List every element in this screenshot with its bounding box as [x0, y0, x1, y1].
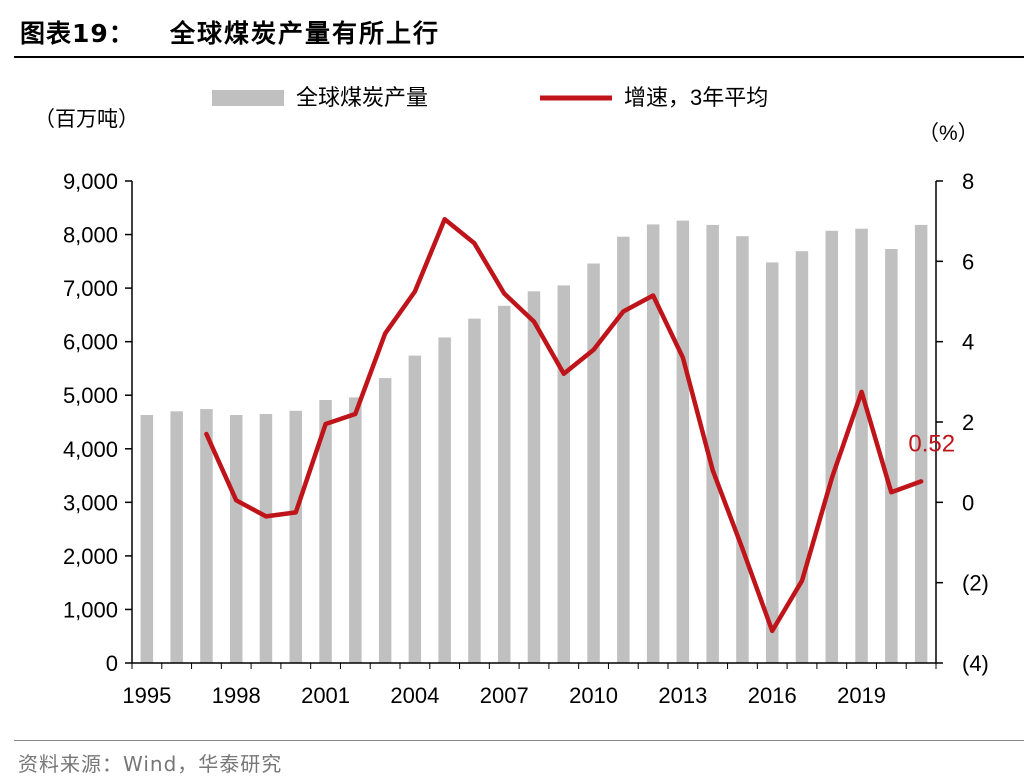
annotations: 0.52 [908, 430, 955, 457]
x-tick-label: 2019 [837, 683, 886, 708]
line-point-2014 [711, 468, 715, 472]
bar-2006 [468, 318, 481, 663]
line-point-2007 [502, 292, 506, 295]
left-tick-label: 9,000 [63, 169, 118, 194]
line-point-1997 [204, 432, 208, 436]
line-point-2019 [860, 390, 864, 394]
left-tick-label: 6,000 [63, 330, 118, 355]
bar-2002 [349, 397, 362, 663]
line-point-2017 [800, 579, 804, 583]
line-series [204, 216, 924, 634]
x-tick-label: 2001 [301, 683, 350, 708]
title-divider [14, 56, 1024, 58]
bar-2003 [378, 378, 392, 663]
x-tick-label: 2016 [748, 683, 797, 708]
line-point-2006 [472, 241, 476, 245]
left-tick-label: 0 [106, 651, 118, 676]
line-point-2009 [562, 372, 566, 376]
legend-bar-label: 全球煤炭产量 [296, 85, 428, 110]
line-point-2021 [919, 479, 923, 483]
line-point-2016 [770, 629, 774, 633]
x-tick-label: 2007 [480, 683, 529, 708]
left-tick-label: 7,000 [63, 276, 118, 301]
bar-1998 [230, 415, 243, 663]
right-tick-label: 2 [962, 410, 974, 435]
line-point-2010 [592, 348, 596, 352]
bar-2016 [766, 262, 779, 663]
left-tick-label: 1,000 [63, 597, 118, 622]
bar-2010 [587, 263, 600, 663]
line-point-2020 [889, 490, 893, 494]
line-point-2015 [740, 547, 744, 550]
left-tick-label: 4,000 [63, 437, 118, 462]
line-point-2018 [830, 476, 834, 480]
right-tick-label: (2) [962, 571, 989, 596]
x-tick-label: 2010 [569, 683, 618, 708]
bar-2021 [914, 224, 928, 663]
legend-line-label: 增速，3年平均 [624, 85, 768, 110]
footer: 资料来源：Wind，华泰研究 [14, 740, 1024, 776]
left-tick-label: 2,000 [63, 544, 118, 569]
right-axis-unit: （%） [918, 122, 979, 145]
bar-1999 [259, 414, 273, 663]
source-note: 资料来源：Wind，华泰研究 [18, 752, 283, 776]
x-tick-label: 1995 [122, 683, 171, 708]
value-annotation: 0.52 [908, 430, 955, 457]
right-tick-label: 8 [962, 169, 974, 194]
bar-2011 [617, 236, 630, 663]
bar-2000 [289, 410, 302, 663]
bar-2005 [438, 337, 451, 663]
chart-legend: 全球煤炭产量 增速，3年平均 [212, 85, 768, 110]
bar-series [140, 220, 928, 664]
left-tick-label: 8,000 [63, 223, 118, 248]
bar-2012 [646, 224, 660, 663]
line-point-2002 [353, 412, 357, 416]
right-tick-label: 6 [962, 249, 974, 274]
line-point-2012 [651, 294, 655, 297]
line-point-2004 [413, 290, 417, 293]
bar-1995 [140, 415, 154, 663]
line-point-2011 [621, 310, 625, 313]
legend-bar-swatch [212, 90, 284, 106]
bar-2001 [319, 400, 332, 663]
x-tick-label: 2004 [390, 683, 439, 708]
left-axis-unit: （百万吨） [34, 108, 139, 131]
line-point-1998 [234, 498, 238, 502]
x-tick-label: 2013 [658, 683, 707, 708]
line-point-2001 [324, 422, 328, 426]
bar-2020 [885, 249, 898, 663]
bar-2018 [825, 230, 838, 664]
bar-2017 [795, 251, 809, 663]
right-tick-label: 4 [962, 330, 974, 355]
axes: 0 1,000 2,000 3,000 4,000 5,000 6,000 7,000 8,00… [63, 169, 989, 708]
line-point-2005 [443, 217, 447, 221]
right-tick-label: 0 [962, 490, 974, 515]
footer-divider [14, 740, 1024, 741]
line-point-2000 [294, 510, 298, 514]
bar-2013 [676, 220, 690, 663]
figure-title: 全球煤炭产量有所上行 [170, 19, 441, 48]
line-point-2008 [532, 320, 536, 324]
line-point-2003 [383, 332, 387, 336]
right-tick-label: (4) [962, 651, 989, 676]
left-tick-label: 3,000 [63, 490, 118, 515]
bar-2007 [498, 305, 511, 663]
bar-1996 [170, 411, 183, 663]
bar-2019 [855, 228, 868, 663]
line-point-1999 [264, 514, 268, 518]
bar-2008 [527, 291, 541, 663]
left-tick-label: 5,000 [63, 383, 118, 408]
bar-2015 [736, 236, 749, 663]
bar-1997 [200, 409, 213, 663]
figure-label: 图表19： [20, 19, 135, 48]
bar-2014 [706, 224, 719, 663]
title-row: 图表19： 全球煤炭产量有所上行 [14, 12, 1024, 58]
bar-2009 [557, 285, 570, 663]
bar-2004 [408, 355, 422, 663]
line-point-2013 [681, 356, 685, 360]
x-tick-label: 1998 [212, 683, 261, 708]
